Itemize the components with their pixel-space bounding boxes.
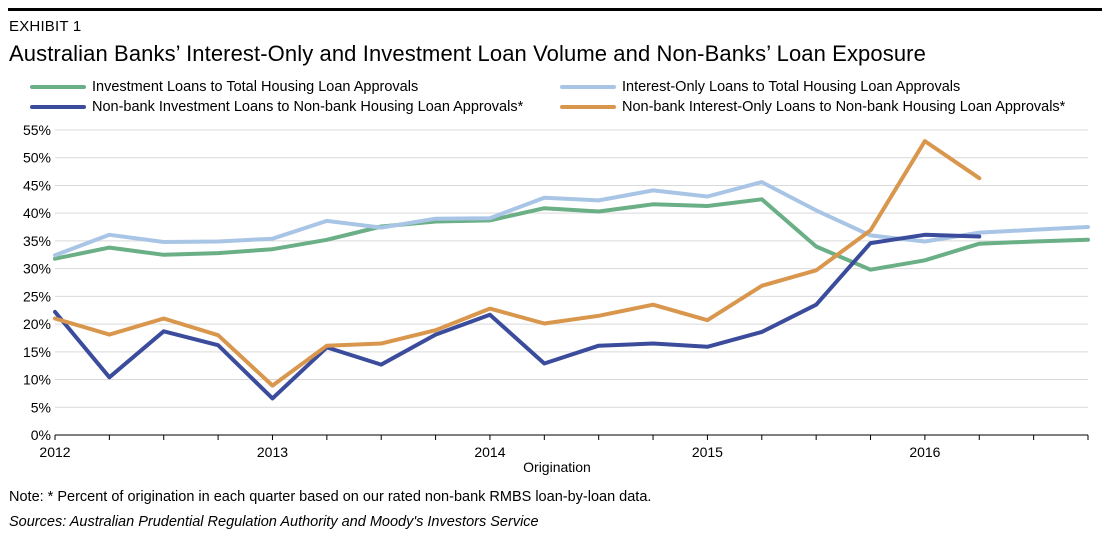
x-tick-label: 2014	[474, 444, 505, 460]
gridlines	[55, 129, 1088, 408]
x-tick-label: 2012	[39, 444, 70, 460]
legend-item-nonbank-interest-only: Non-bank Interest-Only Loans to Non-bank…	[560, 99, 1065, 115]
y-tick-label: 40%	[23, 205, 51, 221]
chart-title: Australian Banks’ Interest-Only and Inve…	[9, 41, 926, 66]
legend-swatch-nonbank-interest-only	[560, 105, 616, 109]
sources: Sources: Australian Prudential Regulatio…	[9, 514, 539, 530]
top-rule	[8, 8, 1102, 11]
legend-label-nonbank-investment: Non-bank Investment Loans to Non-bank Ho…	[92, 99, 524, 115]
y-tick-label: 5%	[31, 399, 51, 415]
y-tick-label: 15%	[23, 344, 51, 360]
series-lines	[53, 139, 1090, 401]
series-line-nonbank-investment	[53, 232, 982, 401]
footnote: Note: * Percent of origination in each q…	[9, 489, 652, 505]
y-tick-label: 50%	[23, 150, 51, 166]
legend-swatch-interest-only	[560, 85, 616, 89]
y-tick-label: 30%	[23, 261, 51, 277]
x-tick-label: 2016	[909, 444, 940, 460]
y-tick-label: 35%	[23, 233, 51, 249]
series-line-interest-only	[53, 180, 1090, 258]
axes: 0% 5% 10% 15% 20% 25% 30% 35% 40% 45% 50% 55% 2012 20…	[23, 122, 1089, 460]
series-line-investment-loans	[53, 197, 1090, 272]
y-tick-label: 45%	[23, 177, 51, 193]
legend-label-nonbank-interest-only: Non-bank Interest-Only Loans to Non-bank…	[622, 99, 1066, 115]
legend-swatch-nonbank-investment	[30, 105, 86, 109]
y-tick-label: 55%	[23, 122, 51, 138]
y-tick-label: 0%	[31, 427, 51, 443]
legend-item-nonbank-investment: Non-bank Investment Loans to Non-bank Ho…	[30, 99, 523, 115]
y-tick-label: 20%	[23, 316, 51, 332]
legend-label-interest-only: Interest-Only Loans to Total Housing Loa…	[622, 79, 961, 95]
x-tick-label: 2015	[692, 444, 723, 460]
legend-label-investment-loans: Investment Loans to Total Housing Loan A…	[92, 79, 419, 95]
legend-item-investment-loans: Investment Loans to Total Housing Loan A…	[30, 79, 418, 95]
x-axis-label: Origination	[523, 459, 591, 475]
y-tick-label: 25%	[23, 288, 51, 304]
legend-item-interest-only: Interest-Only Loans to Total Housing Loa…	[560, 79, 960, 95]
legend-swatch-investment-loans	[30, 85, 86, 89]
series-line-nonbank-interest-only	[53, 139, 982, 388]
exhibit-label: EXHIBIT 1	[9, 18, 82, 35]
y-tick-label: 10%	[23, 372, 51, 388]
x-tick-label: 2013	[257, 444, 288, 460]
